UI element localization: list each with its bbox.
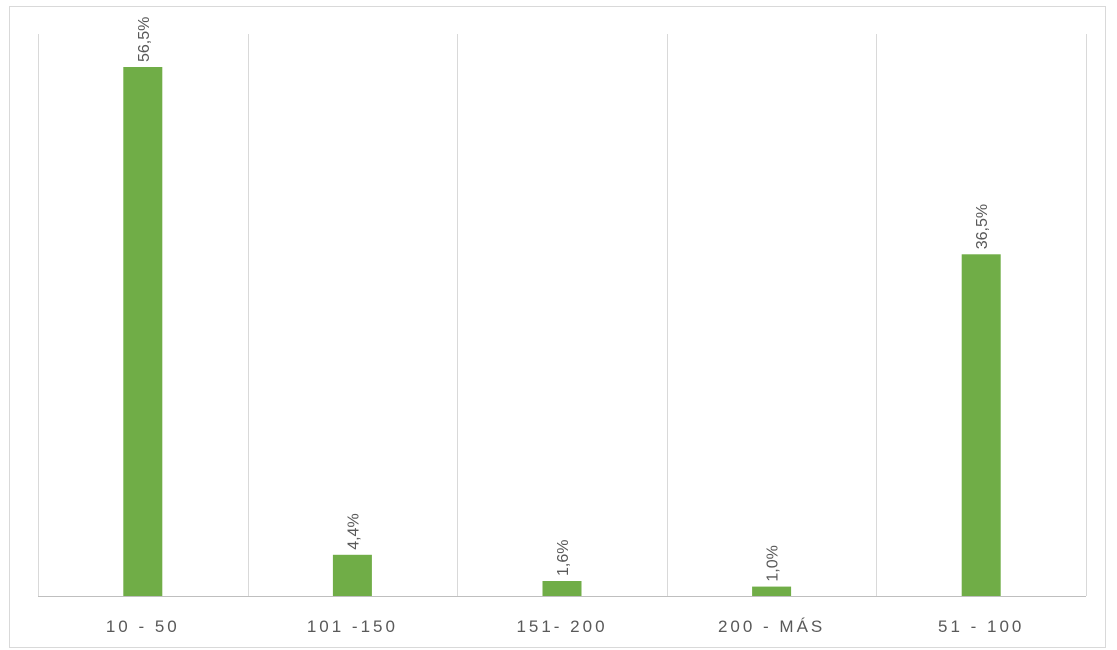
data-label: 4,4% [345, 513, 362, 549]
x-tick-labels: 10 - 50 101 -150 151- 200 200 - MÁS 51 - 100 [106, 617, 1024, 636]
data-labels: 56,5% 4,4% 1,6% 1,0% 36,5% [136, 17, 991, 582]
x-tick-label: 151- 200 [516, 617, 607, 636]
x-tick-label: 51 - 100 [938, 617, 1024, 636]
bar [542, 581, 582, 596]
bar [332, 554, 372, 596]
data-label: 1,6% [555, 540, 572, 576]
x-tick-label: 200 - MÁS [718, 617, 825, 636]
x-tick-label: 101 -150 [307, 617, 398, 636]
data-label: 1,0% [765, 545, 782, 581]
gridlines [38, 34, 1087, 596]
data-label: 56,5% [136, 17, 153, 62]
x-tick-label: 10 - 50 [106, 617, 180, 636]
bars [123, 67, 1001, 597]
bar [752, 586, 792, 596]
data-label: 36,5% [974, 204, 991, 249]
chart-frame [9, 6, 1106, 648]
bar [961, 254, 1001, 597]
bar [123, 67, 163, 596]
